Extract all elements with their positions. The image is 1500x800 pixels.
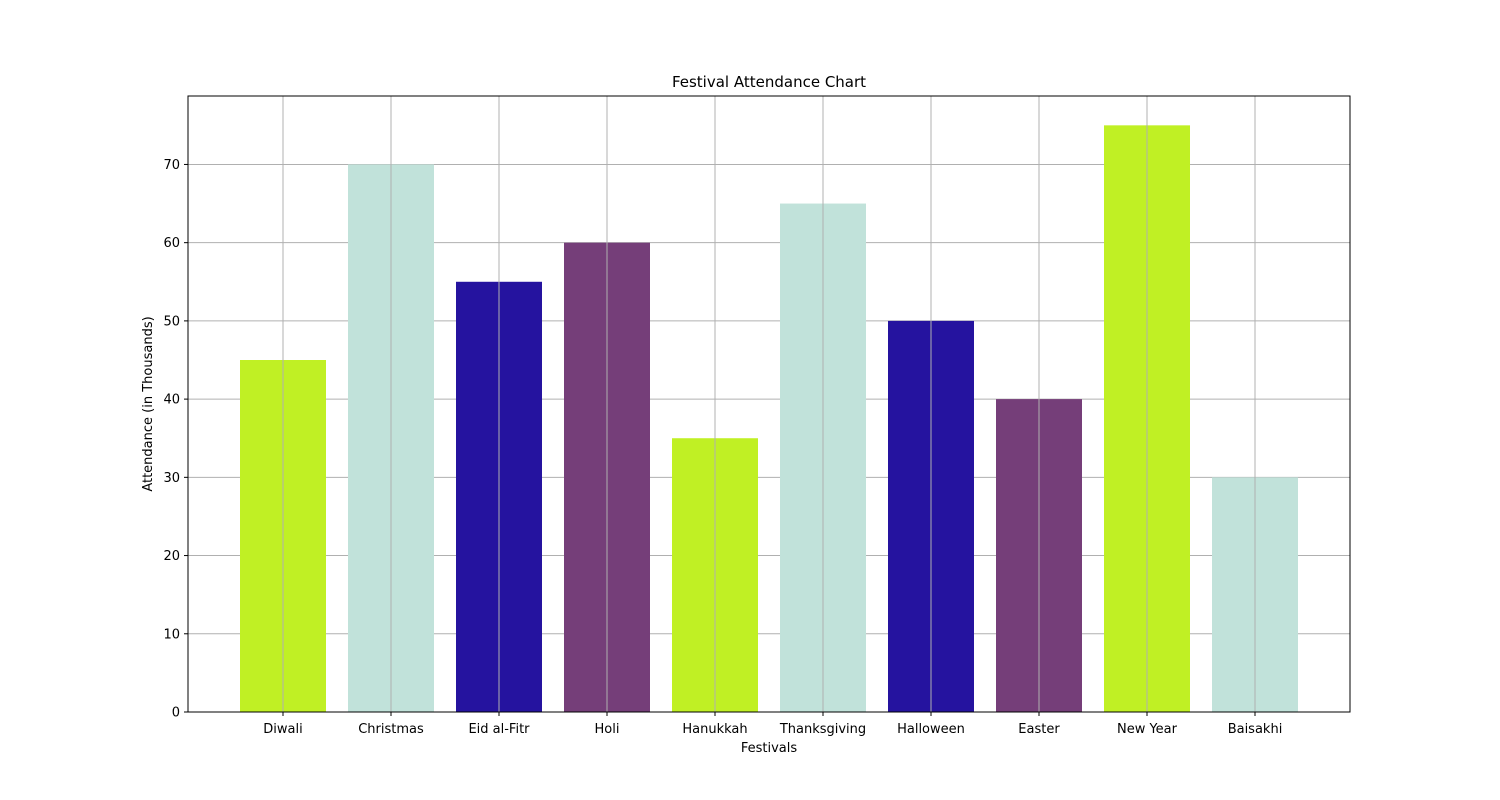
x-tick-label: Halloween <box>897 722 965 737</box>
y-tick-label: 50 <box>163 314 180 329</box>
x-tick-label: Holi <box>595 722 620 737</box>
bars <box>240 125 1298 713</box>
chart-title: Festival Attendance Chart <box>672 73 866 91</box>
y-tick-label: 70 <box>163 158 180 173</box>
x-tick-label: Christmas <box>358 722 424 737</box>
x-tick-label: Diwali <box>263 722 302 737</box>
x-tick-label: Eid al-Fitr <box>468 722 530 737</box>
y-tick-label: 30 <box>163 471 180 486</box>
x-tick-label: Easter <box>1018 722 1060 737</box>
y-tick-label: 40 <box>163 393 180 408</box>
x-tick-label: New Year <box>1117 722 1178 737</box>
y-tick-label: 20 <box>163 549 180 564</box>
x-tick-label: Hanukkah <box>682 722 747 737</box>
y-tick-label: 0 <box>172 706 180 721</box>
y-tick-label: 60 <box>163 236 180 251</box>
x-tick-label: Baisakhi <box>1228 722 1283 737</box>
x-grid <box>282 96 1256 712</box>
plot-frame <box>187 95 1351 713</box>
x-tick-label: Thanksgiving <box>779 722 866 737</box>
y-ticks: 0 10 20 30 40 50 60 70 <box>163 158 188 721</box>
x-ticks: Diwali Christmas Eid al-Fitr Holi Hanukkah Th… <box>263 712 1282 737</box>
y-axis-title: Attendance (in Thousands) <box>141 316 156 491</box>
x-axis-title: Festivals <box>741 741 798 756</box>
y-tick-label: 10 <box>163 627 180 642</box>
